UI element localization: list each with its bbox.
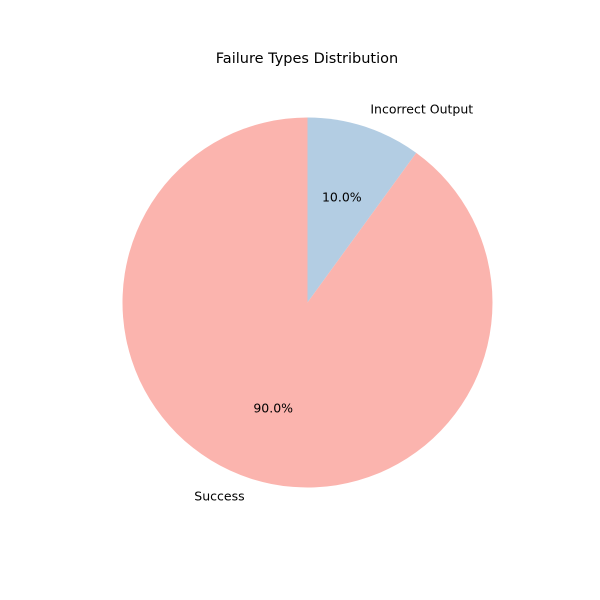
pie-slice-incorrect-output [307,117,417,303]
slice-label-incorrect-output: Incorrect Output [370,101,473,116]
pie-labels: Incorrect Output 10.0% Success 90.0% [194,101,473,503]
slice-percent-success: 90.0% [253,401,293,416]
pie-slices [122,117,493,488]
slice-percent-incorrect-output: 10.0% [322,189,362,204]
pie-slice-success [122,117,493,488]
chart-title: Failure Types Distribution [216,51,398,67]
slice-label-success: Success [194,489,244,504]
